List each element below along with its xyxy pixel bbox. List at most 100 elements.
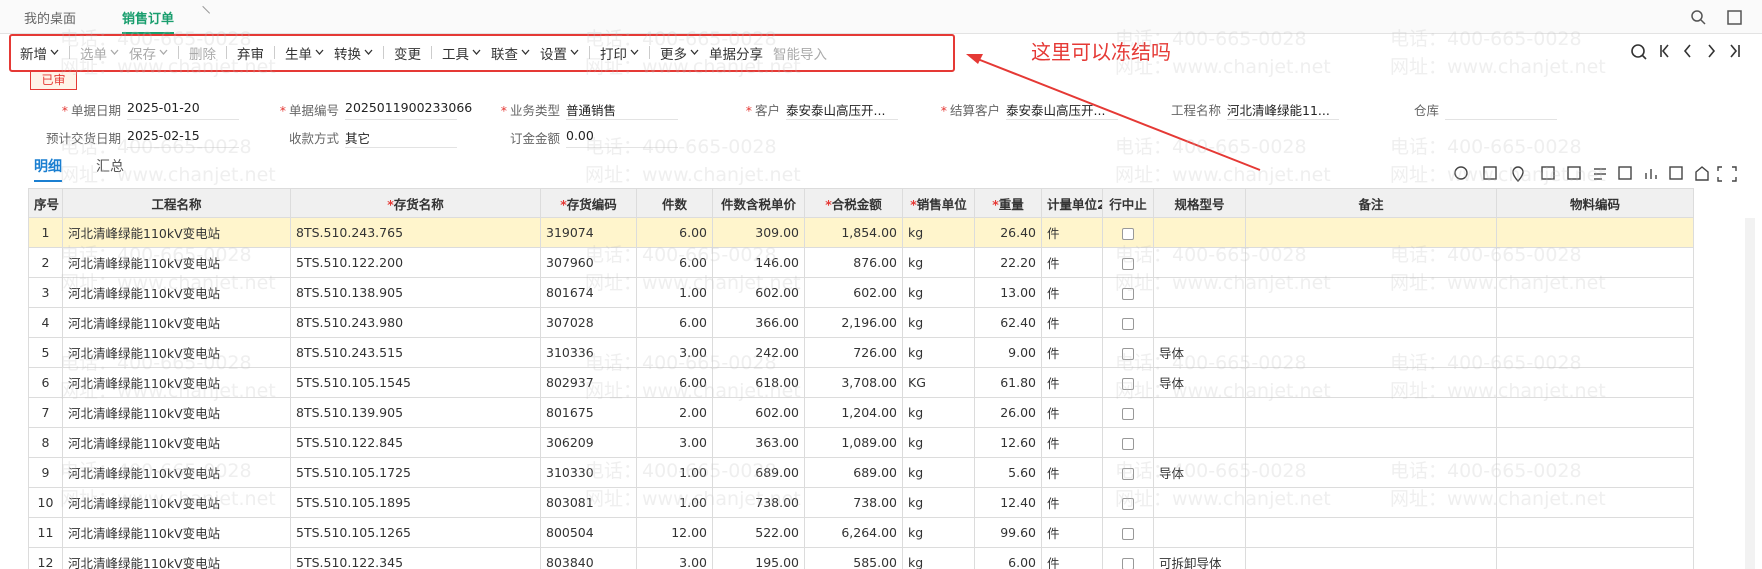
cell-text: 242.00: [755, 345, 799, 360]
field-value[interactable]: 其它: [345, 128, 457, 148]
checkbox[interactable]: [1122, 377, 1134, 390]
toolbar-button[interactable]: 选单: [80, 47, 107, 63]
cell-text: 1,204.00: [841, 405, 897, 420]
cell: 195.00: [712, 547, 805, 569]
field-value[interactable]: 2025-02-15: [127, 128, 239, 148]
column-header[interactable]: *存货编码: [540, 188, 637, 218]
column-header[interactable]: *存货名称: [290, 188, 541, 218]
toolbar-button[interactable]: 新增: [20, 47, 47, 63]
table-row[interactable]: 10 河北清峰绿能110kV变电站 5TS.510.105.1895 803081 1.…: [28, 487, 1694, 518]
field-value[interactable]: 河北清峰绿能11...: [1227, 100, 1339, 120]
cell: [1245, 337, 1497, 368]
cell: [1153, 307, 1246, 338]
toolbar-button[interactable]: 转换: [334, 47, 361, 63]
cell-text: 13.00: [1000, 285, 1036, 300]
nav-icons[interactable]: [1630, 41, 1750, 61]
tab[interactable]: 销售订单: [122, 8, 175, 34]
cell: 62.40: [974, 307, 1042, 338]
table-row[interactable]: 8 河北清峰绿能110kV变电站 5TS.510.122.845 306209 3.00…: [28, 427, 1694, 458]
column-header[interactable]: *重量: [974, 188, 1042, 218]
cell-text: 61.80: [1000, 375, 1036, 390]
sub-tab[interactable]: 汇总: [96, 159, 124, 175]
column-header[interactable]: 规格型号: [1153, 188, 1246, 218]
table-row[interactable]: 3 河北清峰绿能110kV变电站 8TS.510.138.905 801674 1.00…: [28, 277, 1694, 308]
field-value[interactable]: 0.00: [566, 128, 678, 148]
checkbox[interactable]: [1122, 287, 1134, 300]
field-value[interactable]: 普通销售: [566, 100, 678, 120]
cell: 件: [1041, 277, 1103, 308]
cell: 1.00: [636, 277, 713, 308]
column-header[interactable]: *销售单位: [902, 188, 975, 218]
column-header[interactable]: 件数含税单价: [712, 188, 805, 218]
column-header[interactable]: 件数: [636, 188, 713, 218]
column-header[interactable]: 物料编码: [1496, 188, 1694, 218]
column-header[interactable]: *合税金额: [804, 188, 903, 218]
cell: 8TS.510.243.980: [290, 307, 541, 338]
toolbar-button[interactable]: 生单: [285, 47, 312, 63]
cell: 12.60: [974, 427, 1042, 458]
header-text: 行中止: [1109, 196, 1147, 212]
tab[interactable]: 我的桌面: [24, 12, 77, 27]
column-header[interactable]: 备注: [1245, 188, 1497, 218]
cell: 5TS.510.122.345: [290, 547, 541, 569]
toolbar-button[interactable]: 保存: [129, 47, 156, 63]
toolbar-button[interactable]: 设置: [540, 47, 567, 63]
cell: 5TS.510.122.200: [290, 247, 541, 278]
checkbox[interactable]: [1122, 437, 1134, 450]
cell-text: 件: [1047, 226, 1060, 241]
checkbox[interactable]: [1122, 257, 1134, 270]
cell-text: 河北清峰绿能110kV变电站: [68, 256, 221, 271]
sub-tab[interactable]: 明细: [34, 156, 62, 182]
cell: 8TS.510.243.515: [290, 337, 541, 368]
toolbar-button[interactable]: 弃审: [237, 47, 264, 63]
table-row[interactable]: 1 河北清峰绿能110kV变电站 8TS.510.243.765 319074 6.00…: [28, 217, 1694, 248]
toolbar-button[interactable]: 打印: [600, 47, 627, 63]
table-row[interactable]: 11 河北清峰绿能110kV变电站 5TS.510.105.1265 800504 12…: [28, 517, 1694, 548]
cell: 5TS.510.105.1265: [290, 517, 541, 548]
field-value[interactable]: [1445, 100, 1557, 120]
table-row[interactable]: 5 河北清峰绿能110kV变电站 8TS.510.243.515 310336 3.00…: [28, 337, 1694, 368]
table-row[interactable]: 9 河北清峰绿能110kV变电站 5TS.510.105.1725 310330 1.0…: [28, 457, 1694, 488]
checkbox[interactable]: [1122, 467, 1134, 480]
toolbar-button[interactable]: 工具: [442, 47, 469, 63]
grid-tools[interactable]: [1452, 164, 1752, 184]
cell: 310336: [540, 337, 637, 368]
toolbar-button[interactable]: 联查: [491, 47, 518, 63]
cell: 689.00: [804, 457, 903, 488]
cell: [1102, 457, 1154, 488]
column-header[interactable]: 工程名称: [62, 188, 291, 218]
checkbox[interactable]: [1122, 497, 1134, 510]
column-header[interactable]: 计量单位2: [1041, 188, 1103, 218]
cell: 738.00: [804, 487, 903, 518]
checkbox[interactable]: [1122, 347, 1134, 360]
table-row[interactable]: 7 河北清峰绿能110kV变电站 8TS.510.139.905 801675 2.00…: [28, 397, 1694, 428]
field-value[interactable]: 泰安泰山高压开...: [786, 100, 898, 120]
checkbox[interactable]: [1122, 527, 1134, 540]
field-value[interactable]: 泰安泰山高压开...: [1006, 100, 1118, 120]
cell-text: 803081: [546, 495, 594, 510]
field-value[interactable]: 2025-01-20: [127, 100, 239, 120]
toolbar-button[interactable]: 单据分享: [709, 47, 763, 63]
checkbox[interactable]: [1122, 557, 1134, 569]
checkbox[interactable]: [1122, 227, 1134, 240]
column-header[interactable]: 行中止: [1102, 188, 1154, 218]
column-header[interactable]: 序号: [28, 188, 63, 218]
table-row[interactable]: 2 河北清峰绿能110kV变电站 5TS.510.122.200 307960 6.00…: [28, 247, 1694, 278]
cell: [1102, 397, 1154, 428]
separator: [178, 46, 179, 59]
table-row[interactable]: 12 河北清峰绿能110kV变电站 5TS.510.122.345 803840 3.0…: [28, 547, 1694, 569]
cell-text: 726.00: [853, 345, 897, 360]
field-value[interactable]: 2025011900233066: [345, 100, 472, 120]
toolbar-button[interactable]: 智能导入: [773, 47, 827, 63]
cell: 602.00: [712, 277, 805, 308]
table-row[interactable]: 6 河北清峰绿能110kV变电站 5TS.510.105.1545 802937 6.0…: [28, 367, 1694, 398]
toolbar-button[interactable]: 变更: [394, 47, 421, 63]
scrollbar[interactable]: [1745, 218, 1755, 569]
table-row[interactable]: 4 河北清峰绿能110kV变电站 8TS.510.243.980 307028 6.00…: [28, 307, 1694, 338]
toolbar-button[interactable]: 更多: [660, 47, 687, 63]
checkbox[interactable]: [1122, 317, 1134, 330]
cell-text: kg: [908, 435, 924, 450]
checkbox[interactable]: [1122, 407, 1134, 420]
toolbar-button[interactable]: 删除: [189, 47, 216, 63]
